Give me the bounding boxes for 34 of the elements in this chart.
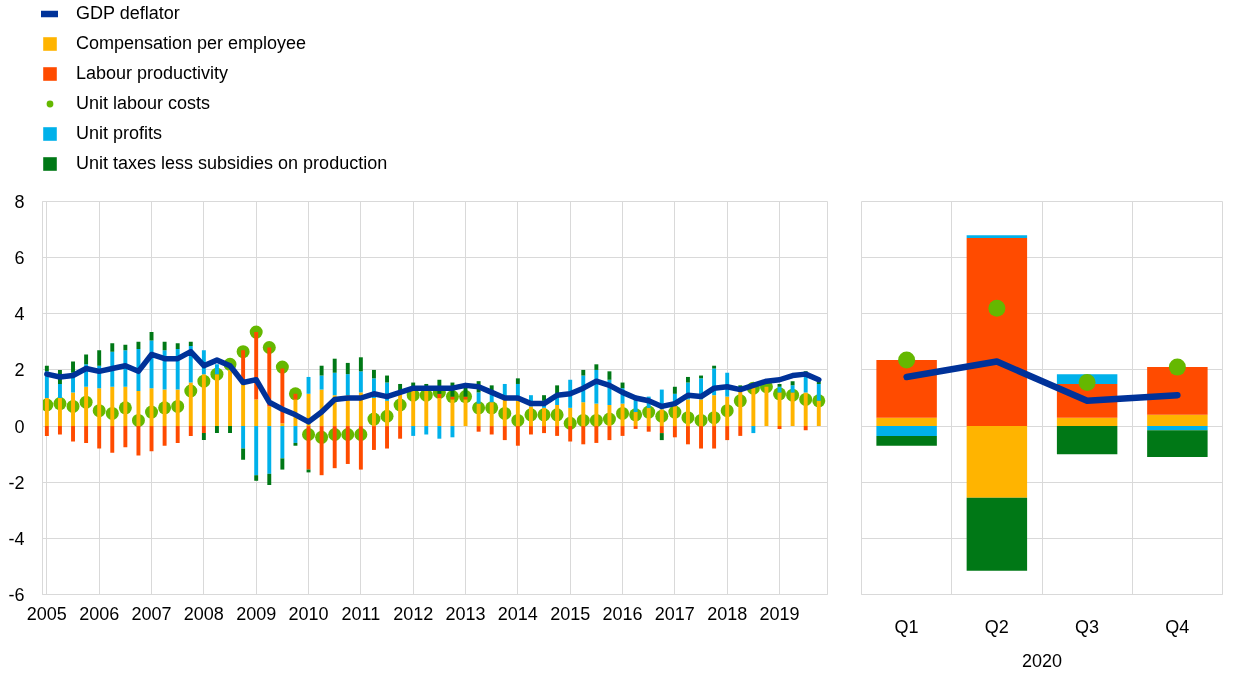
x-axis-title: 2020 bbox=[1021, 650, 1063, 671]
legend-label: Unit labour costs bbox=[76, 93, 211, 114]
x-tick-label: 2017 bbox=[654, 603, 695, 624]
x-tick-label: 2013 bbox=[445, 603, 486, 624]
y-tick-label: 4 bbox=[14, 304, 25, 325]
x-tick-label: 2005 bbox=[26, 603, 67, 624]
x-tick-label: 2019 bbox=[759, 603, 800, 624]
x-tick-label: 2014 bbox=[497, 603, 538, 624]
x-tick-label: 2008 bbox=[183, 603, 224, 624]
legend-label: Unit profits bbox=[76, 123, 163, 144]
y-tick-label: 8 bbox=[14, 192, 25, 212]
x-tick-label: Q2 bbox=[984, 616, 1009, 637]
x-tick-label: 2010 bbox=[288, 603, 329, 624]
x-tick-label: Q3 bbox=[1075, 616, 1100, 637]
legend-label: Compensation per employee bbox=[76, 33, 307, 54]
x-tick-label: 2011 bbox=[341, 603, 381, 624]
y-tick-label: 0 bbox=[14, 416, 25, 437]
legend-label: Unit taxes less subsidies on production bbox=[76, 153, 388, 174]
y-tick-label: 6 bbox=[14, 248, 25, 269]
x-tick-label: 2012 bbox=[393, 603, 434, 624]
x-tick-label: 2018 bbox=[707, 603, 748, 624]
x-tick-label: 2015 bbox=[550, 603, 591, 624]
x-tick-label: 2016 bbox=[602, 603, 643, 624]
legend-label: Labour productivity bbox=[76, 63, 229, 84]
x-tick-label: Q4 bbox=[1165, 616, 1190, 637]
y-tick-label: -4 bbox=[8, 528, 25, 549]
y-tick-label: -2 bbox=[8, 472, 25, 493]
x-tick-label: Q1 bbox=[894, 616, 919, 637]
legend-label: GDP deflator bbox=[76, 3, 180, 24]
x-tick-label: 2007 bbox=[131, 603, 172, 624]
y-tick-label: 2 bbox=[14, 360, 25, 381]
x-tick-label: 2006 bbox=[79, 603, 120, 624]
x-tick-label: 2009 bbox=[236, 603, 277, 624]
y-tick-label: -6 bbox=[8, 585, 25, 605]
